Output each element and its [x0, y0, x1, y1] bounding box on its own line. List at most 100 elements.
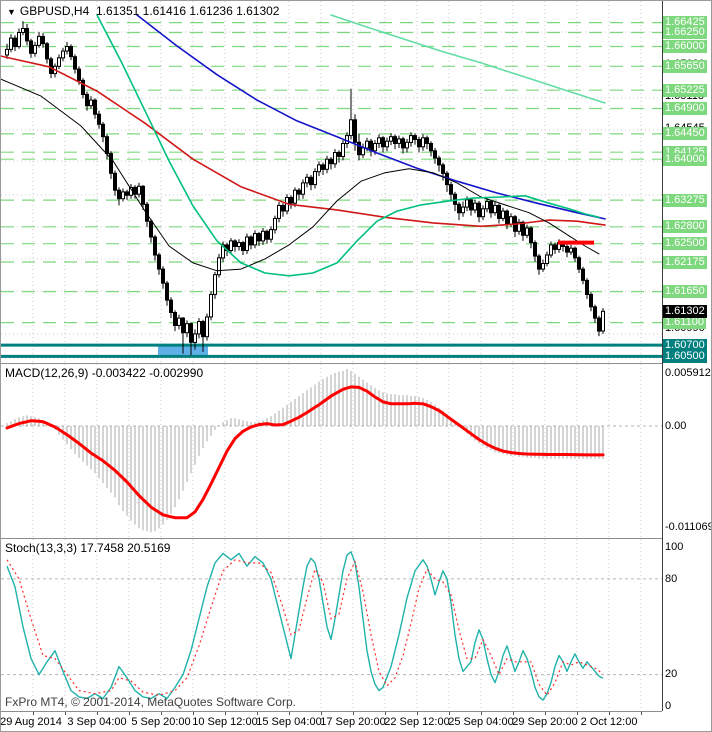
time-axis-tick — [65, 712, 66, 715]
candle-body — [81, 79, 85, 96]
candle-body — [469, 199, 473, 211]
candle-body — [537, 255, 541, 270]
candle-body — [177, 317, 181, 326]
broker-watermark: FxPro MT4, © 2001-2014, MetaQuotes Softw… — [5, 695, 296, 709]
price-chart-area[interactable] — [1, 1, 662, 363]
candle-body — [9, 37, 13, 50]
green-level-lines[interactable] — [1, 22, 662, 324]
vertical-gridlines — [32, 364, 642, 538]
candle-body — [441, 164, 445, 174]
time-axis-tick — [449, 712, 450, 715]
stoch-indicator-label: Stoch(13,3,3) 17.7458 20.5169 — [5, 541, 171, 555]
candle-body — [89, 99, 93, 107]
candle-body — [573, 247, 577, 259]
chart-title-bar: ▼ GBPUSD,H4 1.61351 1.61416 1.61236 1.613… — [7, 4, 279, 18]
time-axis-tick — [641, 712, 642, 715]
candle-body — [317, 164, 321, 173]
time-axis-tick — [33, 712, 34, 715]
candle-body — [229, 240, 233, 251]
candle-body — [301, 182, 305, 195]
time-axis-label: 3 Sep 04:00 — [67, 716, 127, 728]
candle-body — [205, 316, 209, 338]
candle-body — [405, 141, 409, 149]
ma-red — [1, 55, 606, 228]
candle-body — [433, 150, 437, 159]
candle-body — [237, 242, 241, 248]
candle-body — [549, 244, 553, 256]
stoch-chart-area[interactable] — [1, 539, 662, 711]
time-axis-tick — [321, 712, 322, 715]
price-axis-label-level: 1.65650 — [663, 60, 707, 73]
time-axis-tick — [129, 712, 130, 715]
candle-body — [233, 240, 237, 247]
candle-body — [69, 46, 73, 58]
candle-body — [481, 208, 485, 218]
candle-body — [457, 203, 461, 214]
time-axis-tick — [257, 712, 258, 715]
candle-body — [353, 119, 357, 143]
candle-body — [153, 236, 157, 256]
price-axis-label-level: 1.65225 — [663, 84, 707, 97]
candle-body — [209, 293, 213, 318]
candle-body — [333, 152, 337, 165]
symbol-dropdown-icon[interactable]: ▼ — [7, 7, 16, 17]
candle-body — [277, 204, 281, 219]
candle-body — [461, 206, 465, 214]
candle-body — [293, 189, 297, 204]
time-axis-tick — [353, 712, 354, 715]
candle-body — [485, 201, 489, 210]
candle-body — [37, 35, 41, 46]
candle-body — [313, 171, 317, 186]
time-axis-tick — [225, 712, 226, 715]
time-axis-label: 29 Aug 2014 — [0, 716, 62, 728]
candle-body — [429, 143, 433, 152]
time-axis-label: 15 Sep 04:00 — [256, 716, 322, 728]
candle-body — [597, 317, 601, 332]
candle-body — [425, 137, 429, 144]
candle-body — [257, 233, 261, 242]
time-axis-tick — [577, 712, 578, 715]
candle-body — [565, 246, 569, 253]
candle-body — [25, 28, 29, 42]
candle-body — [109, 153, 113, 174]
candle-body — [401, 138, 405, 149]
candle-body — [253, 233, 257, 246]
price-axis-label-level: 1.61650 — [663, 285, 707, 298]
macd-indicator-label: MACD(12,26,9) -0.003422 -0.002990 — [5, 366, 204, 380]
candle-body — [125, 191, 129, 196]
candle-body — [417, 139, 421, 148]
time-axis-tick — [97, 712, 98, 715]
candle-body — [529, 227, 533, 244]
candle-body — [373, 143, 377, 152]
macd-chart-area[interactable] — [1, 364, 662, 538]
price-axis-label-level: 1.63275 — [663, 194, 707, 207]
macd-signal-line — [5, 385, 605, 520]
candle-body — [505, 210, 509, 225]
time-axis[interactable]: 29 Aug 2014 3 Sep 04:00 5 Sep 20:00 10 Sep … — [0, 712, 711, 731]
candle-body — [197, 321, 201, 335]
candle-body — [349, 119, 353, 137]
candle-body — [521, 221, 525, 236]
candle-body — [61, 50, 65, 59]
price-axis-label-level: 1.64000 — [663, 153, 707, 166]
teal-support-lines[interactable] — [1, 343, 662, 358]
candle-body — [601, 310, 605, 332]
candle-body — [101, 123, 105, 138]
candle-body — [41, 35, 45, 45]
ma-black-short — [1, 78, 600, 272]
candle-body — [585, 279, 589, 295]
time-axis-label: 17 Sep 20:00 — [320, 716, 386, 728]
candle-body — [449, 184, 453, 195]
candle-body — [541, 263, 545, 270]
price-axis-label-level: 1.66250 — [663, 26, 707, 39]
macd-panel — [1, 364, 662, 539]
candle-body — [85, 93, 89, 107]
candle-body — [501, 210, 505, 219]
candle-body — [13, 37, 17, 48]
candle-body — [165, 282, 169, 301]
candle-body — [249, 236, 253, 246]
candle-body — [57, 57, 61, 67]
candle-body — [437, 157, 441, 166]
candle-body — [245, 236, 249, 251]
candle-body — [213, 274, 217, 295]
